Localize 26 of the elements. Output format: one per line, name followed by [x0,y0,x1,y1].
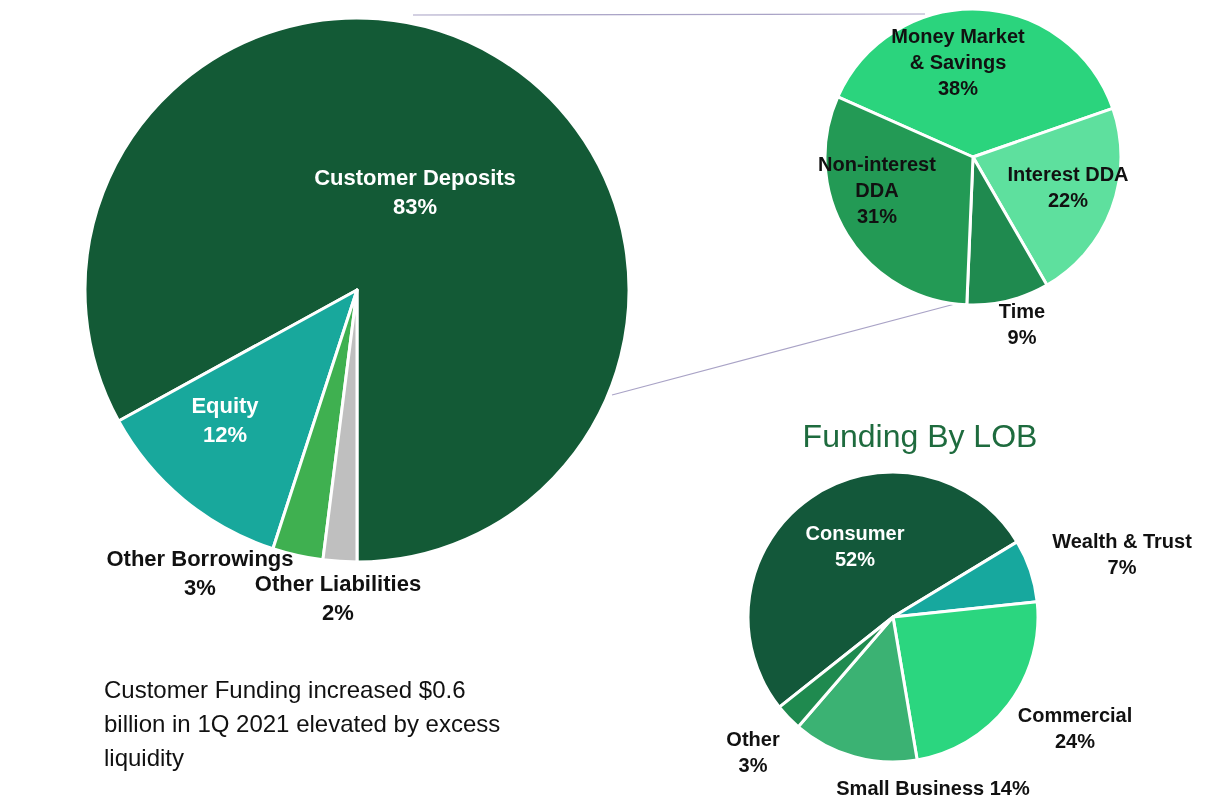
data-label: 83% [392,193,438,219]
slice-label: Other [726,728,780,750]
data-label: 31% [856,205,898,227]
data-label: 3% [738,754,768,776]
data-label: 14% [984,777,1030,799]
slice-label: Wealth & Trust [1052,530,1193,552]
slice-label: Other Liabilities [254,571,422,596]
data-label: 52% [834,548,876,570]
slice-label: Consumer [805,522,905,544]
data-label: 9% [1007,326,1037,348]
data-label: 12% [202,421,248,447]
data-label: 22% [1047,189,1089,211]
data-label: 38% [937,77,979,99]
slice-label: Other Borrowings [106,546,294,571]
slice-label: Money Market & Savings [891,25,1026,73]
data-label: 24% [1054,730,1096,752]
data-label: 3% [184,574,216,600]
slice-label: Customer Deposits [314,165,516,190]
slice-label: Commercial [1017,704,1133,726]
data-label: 7% [1107,556,1137,578]
data-label: 2% [322,599,354,625]
slice-label: Time [998,300,1046,322]
slice-label: Small Business [836,777,985,799]
text: Customer Funding increased $0.6 billion in 1Q 2021 elevated by excess liquidity [104,676,501,771]
chart-title: Funding By LOB [802,418,1038,454]
slice-label: Equity [191,393,260,418]
